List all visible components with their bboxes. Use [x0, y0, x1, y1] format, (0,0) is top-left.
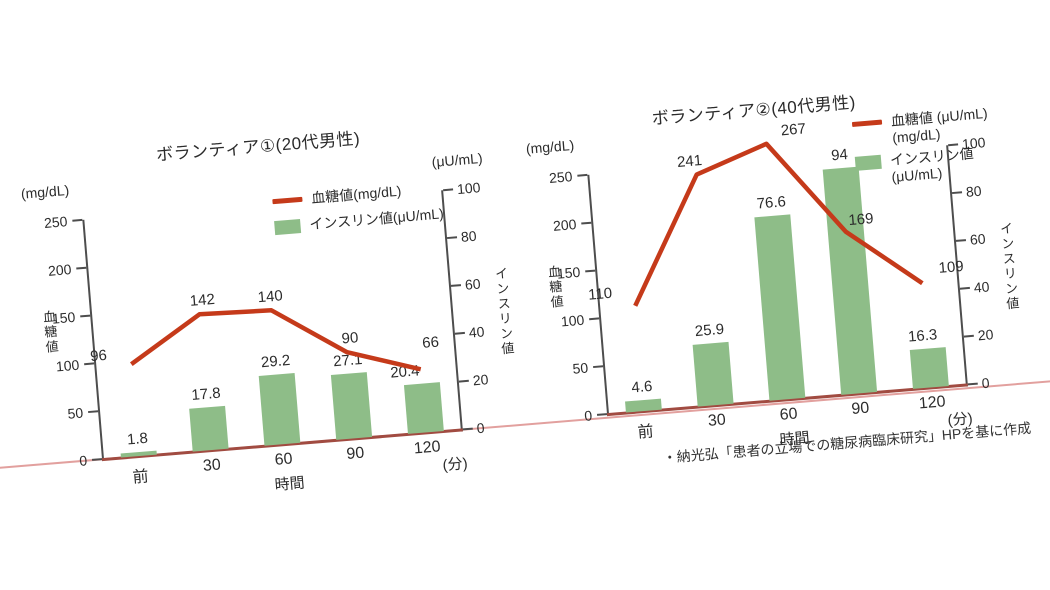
left-tick-label: 0 — [78, 452, 88, 469]
glucose-value-label: 66 — [421, 333, 440, 352]
left-tick-label: 150 — [51, 308, 76, 327]
glucose-value-label: 267 — [780, 120, 807, 140]
left-tick-mark — [593, 365, 604, 369]
legend-label-glucose: 血糖値 (mg/dL) — [890, 109, 941, 147]
left-axis-unit: (mg/dL) — [20, 181, 70, 202]
chart-volunteer-1: ボランティア①(20代男性) (mg/dL) (μU/mL) 血糖値 インスリン… — [0, 48, 562, 531]
left-tick-label: 200 — [552, 215, 577, 234]
right-tick-mark — [963, 334, 974, 338]
right-tick-mark — [967, 382, 978, 386]
glucose-line — [129, 308, 422, 372]
right-tick-mark — [454, 331, 465, 335]
left-tick-mark — [596, 413, 608, 416]
left-tick-mark — [72, 218, 83, 222]
glucose-value-label: 90 — [340, 328, 359, 348]
left-tick-mark — [585, 269, 596, 273]
right-tick-label: 0 — [981, 374, 991, 392]
glucose-value-label: 169 — [847, 209, 875, 229]
right-tick-label: 80 — [965, 182, 983, 200]
glucose-value-label: 110 — [587, 285, 613, 305]
glucose-value-label: 96 — [89, 346, 108, 366]
right-tick-mark — [959, 286, 970, 290]
x-tick-label: 90 — [850, 399, 870, 418]
right-tick-label: 20 — [472, 371, 489, 389]
x-tick-label: 60 — [779, 405, 799, 424]
left-tick-label: 50 — [571, 359, 589, 377]
right-tick-label: 100 — [456, 179, 482, 198]
right-tick-label: 100 — [961, 134, 987, 153]
x-tick-label: 30 — [202, 456, 222, 475]
x-axis-title: 時間 — [274, 474, 306, 494]
left-tick-label: 200 — [47, 260, 72, 279]
glucose-line — [633, 141, 924, 307]
left-tick-label: 0 — [583, 407, 593, 424]
x-tick-label: 90 — [345, 444, 365, 463]
right-tick-label: 20 — [977, 326, 994, 344]
right-tick-mark — [462, 427, 473, 431]
glucose-value-label: 140 — [257, 286, 284, 306]
x-tick-label: 120 — [918, 393, 947, 413]
x-axis-unit: (分) — [441, 455, 469, 475]
legend-label-unit: (mg/dL) — [891, 125, 942, 146]
x-tick-label: 60 — [274, 450, 294, 469]
glucose-line-swatch — [851, 119, 883, 128]
x-tick-label: 前 — [636, 423, 655, 442]
glucose-value-label: 142 — [189, 290, 216, 310]
left-tick-mark — [577, 173, 588, 177]
right-tick-label: 60 — [969, 230, 987, 248]
right-tick-label: 40 — [973, 278, 991, 296]
right-tick-label: 40 — [468, 323, 486, 341]
right-tick-label: 0 — [476, 419, 486, 437]
right-tick-label: 60 — [464, 275, 482, 293]
left-tick-label: 100 — [55, 356, 80, 375]
left-tick-mark — [91, 458, 103, 461]
glucose-value-label: 109 — [938, 258, 965, 278]
left-tick-label: 250 — [43, 213, 69, 232]
right-tick-mark — [951, 191, 963, 195]
chart-title: ボランティア①(20代男性) — [155, 128, 361, 165]
right-axis-unit: (μU/mL) — [431, 149, 484, 171]
left-tick-mark — [80, 314, 91, 318]
right-tick-mark — [446, 236, 458, 240]
left-tick-mark — [589, 317, 600, 321]
left-tick-mark — [76, 266, 87, 270]
left-tick-mark — [88, 410, 99, 414]
left-tick-label: 150 — [556, 263, 581, 282]
chart-volunteer-2: ボランティア②(40代男性) (mg/dL) (μU/mL) 血糖値 インスリン… — [488, 3, 1050, 486]
x-tick-label: 前 — [131, 468, 150, 487]
left-tick-label: 250 — [548, 168, 574, 187]
right-tick-label: 80 — [460, 227, 478, 245]
left-tick-label: 100 — [560, 311, 585, 330]
left-tick-mark — [581, 221, 592, 225]
right-tick-mark — [955, 239, 967, 242]
left-tick-label: 50 — [66, 404, 84, 422]
x-tick-label: 30 — [707, 411, 727, 430]
right-tick-mark — [458, 379, 469, 383]
right-tick-mark — [443, 188, 454, 192]
right-tick-mark — [450, 284, 462, 287]
glucose-value-label: 241 — [676, 151, 703, 171]
chart-title: ボランティア②(40代男性) — [651, 92, 857, 129]
left-axis-unit: (mg/dL) — [525, 136, 575, 157]
x-tick-label: 120 — [413, 438, 442, 458]
